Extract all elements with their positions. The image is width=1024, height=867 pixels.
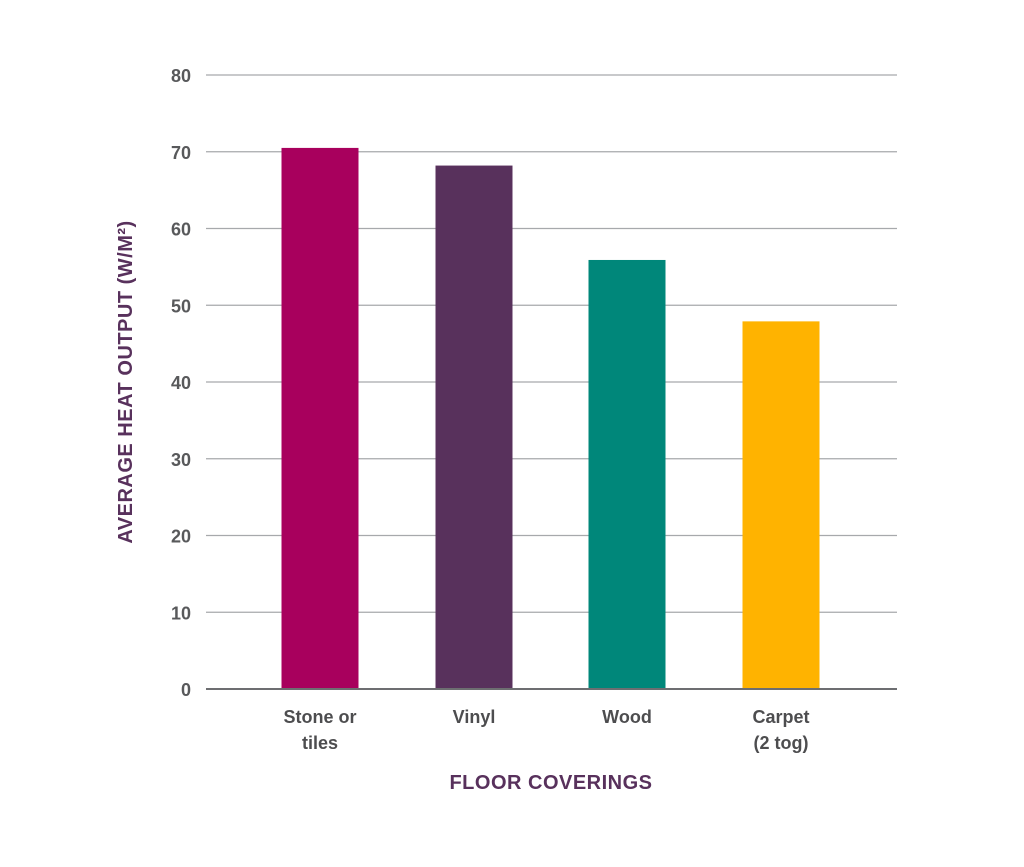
bar-0 <box>281 147 359 690</box>
y-tick-label: 70 <box>171 143 191 163</box>
x-axis-categories: Stone or tiles Vinyl Wood Carpet (2 tog) <box>283 707 809 753</box>
x-tick-label: Vinyl <box>453 707 496 727</box>
y-tick-label: 0 <box>181 680 191 700</box>
bar-3 <box>742 321 820 689</box>
y-tick-label: 40 <box>171 373 191 393</box>
y-axis-title: AVERAGE HEAT OUTPUT (W/M²) <box>115 220 137 543</box>
bar-1 <box>435 165 513 689</box>
x-axis-title: FLOOR COVERINGS <box>449 772 652 794</box>
y-tick-label: 50 <box>171 296 191 316</box>
x-tick-label: (2 tog) <box>754 733 809 753</box>
x-tick-label: Wood <box>602 707 652 727</box>
y-tick-label: 60 <box>171 220 191 240</box>
bars <box>281 147 820 690</box>
y-axis-ticks: 0 10 20 30 40 50 60 70 80 <box>171 66 191 700</box>
y-tick-label: 80 <box>171 66 191 86</box>
x-tick-label: Stone or <box>283 707 356 727</box>
y-tick-label: 10 <box>171 603 191 623</box>
y-tick-label: 30 <box>171 450 191 470</box>
y-tick-label: 20 <box>171 527 191 547</box>
bar-2 <box>588 259 666 689</box>
x-tick-label: Carpet <box>752 707 809 727</box>
x-tick-label: tiles <box>302 733 338 753</box>
